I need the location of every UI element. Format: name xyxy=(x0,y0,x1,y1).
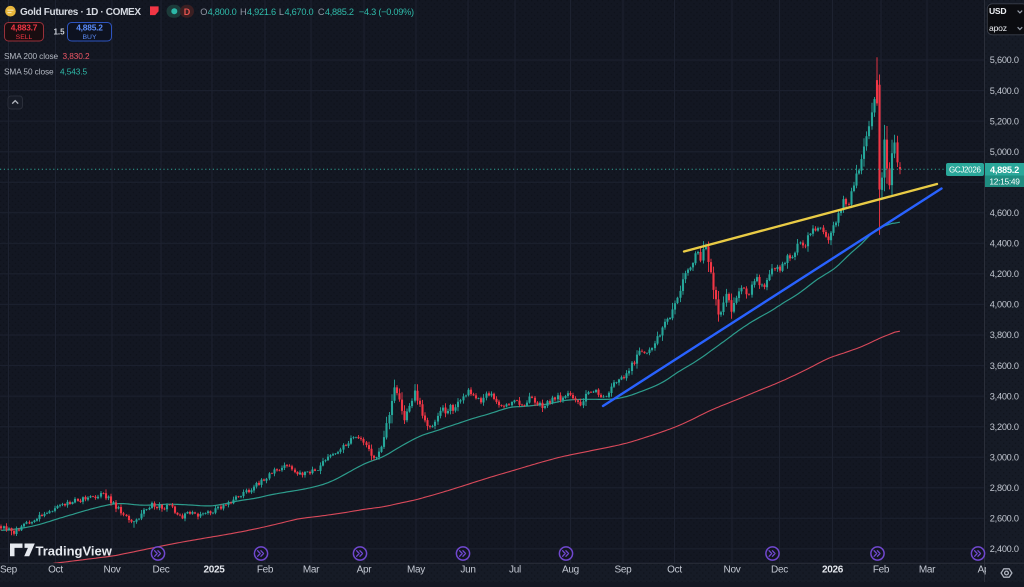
svg-text:4,800.0: 4,800.0 xyxy=(208,7,237,17)
svg-text:SMA 200 close: SMA 200 close xyxy=(4,51,59,61)
svg-text:O: O xyxy=(200,7,207,17)
svg-text:4,670.0: 4,670.0 xyxy=(285,7,314,17)
svg-text:BUY: BUY xyxy=(83,34,97,41)
svg-text:GCJ2026: GCJ2026 xyxy=(949,166,982,175)
svg-text:3,400.0: 3,400.0 xyxy=(990,391,1019,401)
svg-text:Jun: Jun xyxy=(460,565,475,576)
svg-text:3,200.0: 3,200.0 xyxy=(990,422,1019,432)
svg-text:Apr: Apr xyxy=(978,565,994,576)
svg-text:2,600.0: 2,600.0 xyxy=(990,514,1019,524)
svg-text:12:15:49: 12:15:49 xyxy=(989,176,1020,186)
svg-text:USD: USD xyxy=(989,6,1006,16)
svg-text:3,000.0: 3,000.0 xyxy=(990,452,1019,462)
svg-text:2,400.0: 2,400.0 xyxy=(990,544,1019,554)
svg-text:2025: 2025 xyxy=(203,565,225,576)
svg-text:Sep: Sep xyxy=(615,565,633,576)
svg-text:Gold Futures · 1D · COMEX: Gold Futures · 1D · COMEX xyxy=(20,7,141,18)
svg-text:2,800.0: 2,800.0 xyxy=(990,483,1019,493)
svg-text:D: D xyxy=(184,7,191,17)
svg-text:L: L xyxy=(279,7,284,17)
svg-text:Nov: Nov xyxy=(724,565,741,576)
svg-text:C: C xyxy=(318,7,325,17)
svg-text:Apr: Apr xyxy=(357,565,373,576)
svg-text:Jul: Jul xyxy=(509,565,521,576)
svg-text:3,800.0: 3,800.0 xyxy=(990,330,1019,340)
svg-text:Oct: Oct xyxy=(667,565,682,576)
svg-text:Sep: Sep xyxy=(0,565,18,576)
svg-text:5,000.0: 5,000.0 xyxy=(990,147,1019,157)
svg-text:Feb: Feb xyxy=(257,565,274,576)
svg-text:4,000.0: 4,000.0 xyxy=(990,300,1019,310)
svg-text:5,400.0: 5,400.0 xyxy=(990,86,1019,96)
svg-text:2026: 2026 xyxy=(822,565,844,576)
svg-text:May: May xyxy=(407,565,425,576)
svg-text:4,200.0: 4,200.0 xyxy=(990,269,1019,279)
svg-text:TradingView: TradingView xyxy=(36,544,113,559)
svg-text:4,883.7: 4,883.7 xyxy=(11,23,38,33)
svg-text:H: H xyxy=(240,7,246,17)
svg-text:4,600.0: 4,600.0 xyxy=(990,208,1019,218)
svg-text:Nov: Nov xyxy=(104,565,121,576)
svg-text:SELL: SELL xyxy=(16,34,33,41)
svg-text:−4.3 (−0.09%): −4.3 (−0.09%) xyxy=(359,7,414,17)
svg-text:1.5: 1.5 xyxy=(53,28,65,37)
svg-text:Oct: Oct xyxy=(48,565,63,576)
svg-text:SMA 50 close: SMA 50 close xyxy=(4,66,54,76)
svg-text:3,600.0: 3,600.0 xyxy=(990,361,1019,371)
svg-text:Feb: Feb xyxy=(873,565,890,576)
svg-text:Mar: Mar xyxy=(303,565,320,576)
svg-text:5,200.0: 5,200.0 xyxy=(990,116,1019,126)
svg-text:3,830.2: 3,830.2 xyxy=(63,51,90,61)
svg-text:Dec: Dec xyxy=(153,565,170,576)
svg-text:4,885.2: 4,885.2 xyxy=(76,23,103,33)
svg-text:5,600.0: 5,600.0 xyxy=(990,55,1019,65)
svg-text:4,400.0: 4,400.0 xyxy=(990,239,1019,249)
svg-text:Aug: Aug xyxy=(562,565,579,576)
svg-text:Mar: Mar xyxy=(919,565,936,576)
svg-text:4,921.6: 4,921.6 xyxy=(247,7,276,17)
svg-text:apoz: apoz xyxy=(989,23,1007,33)
svg-text:4,543.5: 4,543.5 xyxy=(60,66,87,76)
svg-text:4,885.2: 4,885.2 xyxy=(990,165,1019,175)
svg-text:Dec: Dec xyxy=(771,565,788,576)
svg-text:4,885.2: 4,885.2 xyxy=(325,7,354,17)
